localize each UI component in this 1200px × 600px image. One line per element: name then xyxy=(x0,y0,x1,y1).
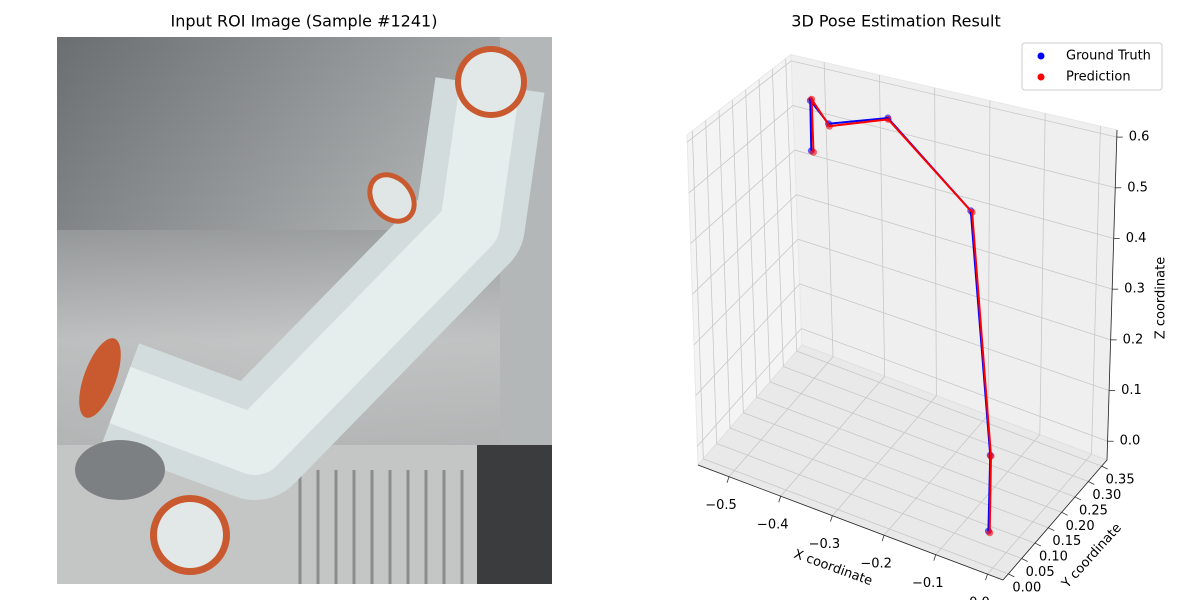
tick-mark xyxy=(1074,496,1082,501)
z-tick-label: 0.3 xyxy=(1124,282,1145,297)
tick-mark xyxy=(1101,465,1108,470)
grid-line xyxy=(718,110,731,429)
x-tick-label: −0.3 xyxy=(809,537,841,552)
grid-line xyxy=(771,69,784,367)
legend-label: Prediction xyxy=(1066,70,1131,85)
tick-mark xyxy=(1061,511,1068,516)
grid-line xyxy=(935,434,1041,555)
grid-line xyxy=(758,79,771,382)
grid-line xyxy=(697,328,802,447)
grid-line xyxy=(688,105,794,194)
legend-marker xyxy=(1037,52,1045,60)
tick-mark xyxy=(1021,558,1028,562)
chart-title: 3D Pose Estimation Result xyxy=(791,12,1000,31)
grid-line xyxy=(686,60,792,143)
grid-line xyxy=(792,105,1116,189)
grid-line xyxy=(987,453,1092,575)
grid-line xyxy=(780,375,886,497)
roi-image xyxy=(57,37,552,584)
grid-line xyxy=(769,381,1076,498)
image-title: Input ROI Image (Sample #1241) xyxy=(171,12,438,31)
x-axis xyxy=(697,464,1004,581)
y-axis xyxy=(1002,459,1108,581)
grid-line xyxy=(801,328,1108,442)
grid-line xyxy=(692,194,797,295)
y-tick-label: 0.30 xyxy=(1092,488,1121,503)
tick-mark xyxy=(1008,573,1015,578)
grid-line xyxy=(756,396,1062,513)
grid-line xyxy=(705,120,718,444)
z-axis-label: Z coordinate xyxy=(1154,257,1169,339)
grid-line xyxy=(695,283,800,396)
grid-line xyxy=(691,130,704,459)
y-tick-label: 0.05 xyxy=(1026,565,1055,580)
x-tick-label: −0.1 xyxy=(912,576,944,591)
legend-marker xyxy=(1037,73,1045,81)
grid-line xyxy=(703,458,1009,575)
z-tick-label: 0.4 xyxy=(1126,231,1147,246)
z-tick-label: 0.1 xyxy=(1121,383,1142,398)
grid-line xyxy=(796,350,1102,467)
z-tick-label: 0.5 xyxy=(1127,180,1148,195)
tick-mark xyxy=(1048,527,1055,532)
x-tick-label: 0.0 xyxy=(969,596,990,600)
grid-line xyxy=(728,356,834,477)
grid-line xyxy=(783,366,1089,482)
y-tick-label: 0.35 xyxy=(1106,473,1135,488)
grid-line xyxy=(799,283,1110,391)
grid-line xyxy=(987,100,991,416)
grid-line xyxy=(794,149,1114,239)
grid-line xyxy=(796,194,1113,290)
grid-line xyxy=(797,238,1111,341)
grid-line xyxy=(879,75,886,377)
grid-line xyxy=(743,412,1049,529)
x-tick-label: −0.5 xyxy=(705,498,737,513)
data-line xyxy=(810,95,993,533)
grid-line xyxy=(731,99,744,413)
z-tick-label: 0.0 xyxy=(1120,434,1141,449)
grid-line xyxy=(832,395,937,516)
grid-line xyxy=(716,443,1022,559)
grid-line xyxy=(693,238,799,346)
grid-line xyxy=(791,60,1117,138)
x-tick-label: −0.2 xyxy=(860,557,892,572)
grid-line xyxy=(934,87,937,396)
tick-mark xyxy=(778,496,782,503)
z-axis xyxy=(1106,129,1118,461)
z-tick-label: 0.2 xyxy=(1123,332,1144,347)
tick-mark xyxy=(881,535,885,542)
legend-box xyxy=(1021,42,1163,91)
grid-line xyxy=(690,149,795,244)
tick-mark xyxy=(830,515,833,522)
tick-mark xyxy=(1034,542,1042,547)
y-tick-label: 0.00 xyxy=(1012,580,1041,595)
y-tick-label: 0.20 xyxy=(1066,519,1095,534)
x-tick-label: −0.4 xyxy=(757,518,789,533)
grid-line xyxy=(1039,113,1046,435)
tick-mark xyxy=(1088,481,1095,485)
y-tick-label: 0.10 xyxy=(1039,550,1068,565)
legend-label: Ground Truth xyxy=(1066,49,1151,64)
tick-mark xyxy=(985,574,988,581)
tick-mark xyxy=(726,476,730,483)
grid-line xyxy=(785,58,798,352)
grid-line xyxy=(745,89,758,398)
grid-line xyxy=(1091,126,1101,455)
y-tick-label: 0.15 xyxy=(1052,534,1081,549)
grid-line xyxy=(883,414,989,536)
y-tick-label: 0.25 xyxy=(1079,503,1108,518)
grid-line xyxy=(729,427,1036,544)
z-tick-label: 0.6 xyxy=(1129,130,1150,145)
grid-line xyxy=(823,62,834,357)
tick-mark xyxy=(933,554,937,561)
